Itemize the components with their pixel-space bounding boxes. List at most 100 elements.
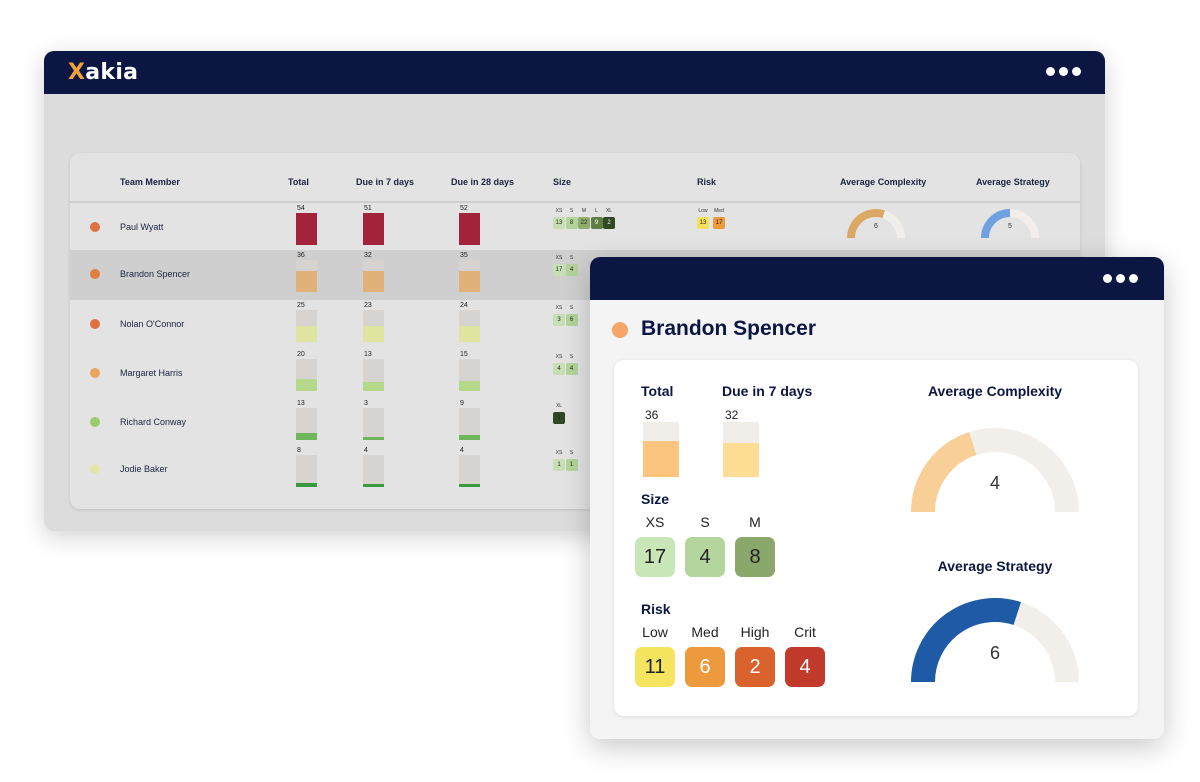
due28-bar: [459, 260, 480, 292]
detail-risk-label: Low: [642, 624, 668, 640]
detail-stats-panel: Total Due in 7 days 36 32 Size XS 17 S 4 M 8 …: [614, 360, 1138, 716]
size-chip[interactable]: 22: [578, 217, 590, 229]
detail-risk-chip[interactable]: 11: [635, 647, 675, 687]
detail-risk-chip[interactable]: 2: [735, 647, 775, 687]
status-dot: [90, 319, 100, 329]
size-label: XS: [555, 255, 563, 261]
due28-bar-fill: [459, 484, 480, 487]
detail-size-chip[interactable]: 17: [635, 537, 675, 577]
detail-more-options-icon[interactable]: [1103, 274, 1138, 283]
size-chip[interactable]: 9: [590, 217, 603, 229]
size-chip[interactable]: 4: [553, 363, 565, 375]
status-dot: [612, 322, 628, 338]
total-count: 8: [297, 447, 301, 454]
size-chip[interactable]: 4: [565, 363, 578, 375]
row-complexity-value: 6: [874, 223, 878, 230]
size-label: L: [595, 208, 598, 214]
size-chip[interactable]: 1: [553, 459, 565, 471]
due28-count: 24: [460, 302, 468, 309]
detail-risk-label: Risk: [641, 601, 671, 617]
detail-titlebar: [590, 257, 1164, 300]
due7-bar-fill: [363, 382, 384, 391]
total-bar-fill: [296, 270, 317, 292]
total-count: 54: [297, 205, 305, 212]
detail-size-label: XS: [645, 514, 665, 530]
xakia-logo[interactable]: Xakia: [68, 60, 138, 85]
size-chip[interactable]: 13: [553, 217, 565, 229]
due28-bar-fill: [459, 381, 480, 391]
total-bar-fill: [296, 482, 317, 487]
logo-mark: X: [68, 60, 86, 85]
detail-risk-chip[interactable]: 6: [685, 647, 725, 687]
header-team-member: Team Member: [120, 177, 180, 187]
detail-risk-chip[interactable]: 4: [785, 647, 825, 687]
due7-bar: [363, 359, 384, 391]
due28-count: 4: [460, 447, 464, 454]
detail-size-label: Size: [641, 491, 670, 507]
member-name[interactable]: Jodie Baker: [120, 464, 168, 474]
row-complexity-gauge: [847, 209, 905, 239]
total-bar: [296, 310, 317, 342]
table-row[interactable]: Nolan O'Connor 25 23 24 XS 3 S 6: [70, 300, 1080, 348]
due7-bar: [363, 455, 384, 487]
member-detail-card: Brandon Spencer Total Due in 7 days 36 3…: [590, 257, 1164, 739]
due7-count: 51: [364, 205, 372, 212]
size-chip[interactable]: 1: [553, 412, 565, 424]
size-chip[interactable]: 2: [603, 217, 615, 229]
size-chip[interactable]: 1: [565, 459, 578, 471]
size-label: S: [569, 305, 574, 311]
row-strategy-gauge-fill: [981, 209, 1011, 239]
detail-due7-value: 32: [725, 408, 739, 422]
status-dot: [90, 464, 100, 474]
size-chip[interactable]: 8: [565, 217, 578, 229]
member-name[interactable]: Margaret Harris: [120, 368, 183, 378]
size-chip[interactable]: 4: [565, 264, 578, 276]
status-dot: [90, 269, 100, 279]
due7-count: 32: [364, 252, 372, 259]
due7-bar: [363, 310, 384, 342]
size-chip[interactable]: 3: [553, 314, 565, 326]
due7-count: 4: [364, 447, 368, 454]
member-name[interactable]: Richard Conway: [120, 417, 187, 427]
risk-label: Med: [714, 208, 724, 214]
due7-count: 3: [364, 400, 368, 407]
due7-bar-fill: [363, 326, 384, 342]
due7-bar: [363, 408, 384, 440]
table-row[interactable]: Richard Conway 13 3 9 XL 1: [70, 398, 1080, 446]
detail-size-chip[interactable]: 4: [685, 537, 725, 577]
more-options-icon[interactable]: [1046, 67, 1081, 76]
total-count: 36: [297, 252, 305, 259]
size-label: XS: [555, 450, 563, 456]
detail-size-chip[interactable]: 8: [735, 537, 775, 577]
risk-chip[interactable]: 17: [713, 217, 725, 229]
size-chip[interactable]: 6: [565, 314, 578, 326]
total-count: 13: [297, 400, 305, 407]
status-dot: [90, 417, 100, 427]
table-row[interactable]: Margaret Harris 20 13 15 XS 4 S 4: [70, 349, 1080, 397]
due28-bar-fill: [459, 213, 480, 245]
complexity-gauge: [911, 428, 1079, 513]
table-row[interactable]: Jodie Baker 8 4 4 XS 1 S 1: [70, 445, 1080, 493]
size-label: XS: [555, 305, 563, 311]
header-due28: Due in 28 days: [451, 177, 515, 187]
team-table: Team Member Total Due in 7 days Due in 2…: [70, 153, 1080, 509]
member-name[interactable]: Brandon Spencer: [120, 269, 191, 279]
total-bar: [296, 408, 317, 440]
table-row[interactable]: Paul Wyatt 54 51 52 XS 13 S 8 M 22 L 9 XL 2 Low 13 Med 17…: [70, 203, 1080, 251]
logo-text: akia: [85, 60, 139, 85]
status-dot: [90, 222, 100, 232]
member-name[interactable]: Nolan O'Connor: [120, 319, 185, 329]
size-chip[interactable]: 17: [553, 264, 565, 276]
due28-bar: [459, 310, 480, 342]
due28-count: 35: [460, 252, 468, 259]
main-window-titlebar: Xakia: [44, 51, 1105, 94]
risk-chip[interactable]: 13: [697, 217, 709, 229]
due28-bar: [459, 455, 480, 487]
size-label: S: [569, 450, 574, 456]
total-bar-fill: [296, 213, 317, 245]
member-name[interactable]: Paul Wyatt: [120, 222, 164, 232]
table-header: Team Member Total Due in 7 days Due in 2…: [70, 153, 1080, 203]
detail-due7-bar: [723, 422, 759, 477]
due7-bar-fill: [363, 437, 384, 440]
due28-bar: [459, 359, 480, 391]
